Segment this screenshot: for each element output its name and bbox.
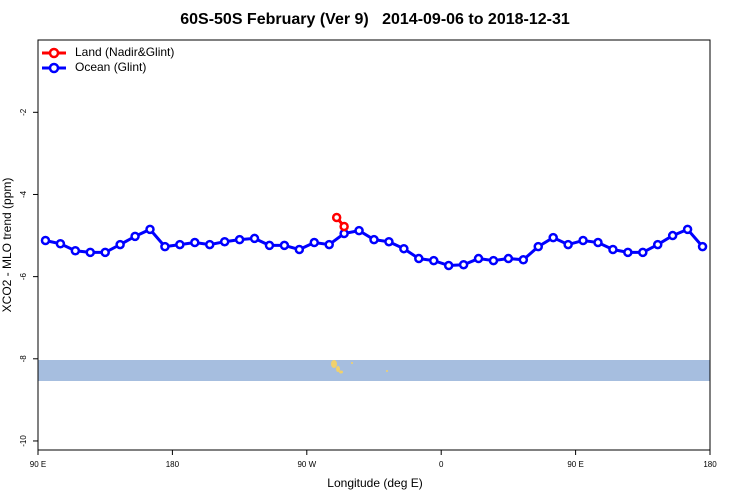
x-tick-label: 0 [439,460,444,469]
y-tick-label: -8 [19,355,28,363]
data-point [428,255,439,266]
data-point [593,237,603,248]
land-blobs [331,360,388,374]
y-axis-label: XCO2 - MLO trend (ppm) [0,178,14,313]
legend-label: Ocean (Glint) [75,60,146,74]
data-point [443,260,454,271]
x-tick-label: 180 [166,460,180,469]
data-point [85,247,96,258]
data-point [369,234,379,245]
data-point [219,236,230,247]
data-point [130,231,140,242]
data-point [249,233,260,244]
data-point [638,247,648,258]
x-tick-label: 90 E [30,460,46,469]
data-point [175,239,185,250]
map-strip [38,360,710,381]
data-point [204,239,215,250]
data-point [623,247,633,258]
x-tick-label: 90 W [297,460,316,469]
data-point [458,259,469,270]
data-point [533,241,544,252]
data-point [488,255,499,266]
x-tick-label: 90 E [567,460,583,469]
data-point [414,253,424,264]
data-point [294,244,305,255]
data-point [563,239,573,250]
data-point [548,232,558,243]
data-point [279,240,290,251]
data-point [697,241,708,252]
legend-marker [48,62,60,74]
data-point [339,221,349,232]
data-point [234,234,245,245]
data-point [667,230,678,241]
data-point [682,224,693,235]
x-tick-label: 180 [703,460,717,469]
data-point [503,253,514,264]
data-point [160,241,170,252]
y-tick-label: -6 [19,273,28,281]
data-point [354,225,364,236]
y-tick-label: -2 [19,108,28,116]
data-point [473,253,484,264]
series-line [45,227,704,268]
data-point [324,239,334,250]
legend-label: Land (Nadir&Glint) [75,45,174,59]
data-point [145,224,155,235]
plot-frame [37,39,711,451]
data-point [100,247,110,258]
data-point [40,235,51,246]
data-point [608,244,618,255]
y-tick-label: -4 [19,190,28,198]
data-point [115,239,125,250]
data-point [399,243,409,254]
data-point [652,239,663,250]
data-point [578,235,588,246]
legend-marker [48,47,60,59]
chart-title: 60S-50S February (Ver 9) 2014-09-06 to 2… [180,11,570,28]
y-tick-label: -10 [19,435,28,447]
data-point [518,255,529,265]
data-point [55,239,66,249]
data-point [70,246,81,256]
data-point [309,237,320,248]
data-point [331,212,342,223]
data-point [384,236,394,247]
x-axis-label: Longitude (deg E) [327,476,422,490]
data-point [264,240,275,251]
data-point [190,237,200,248]
